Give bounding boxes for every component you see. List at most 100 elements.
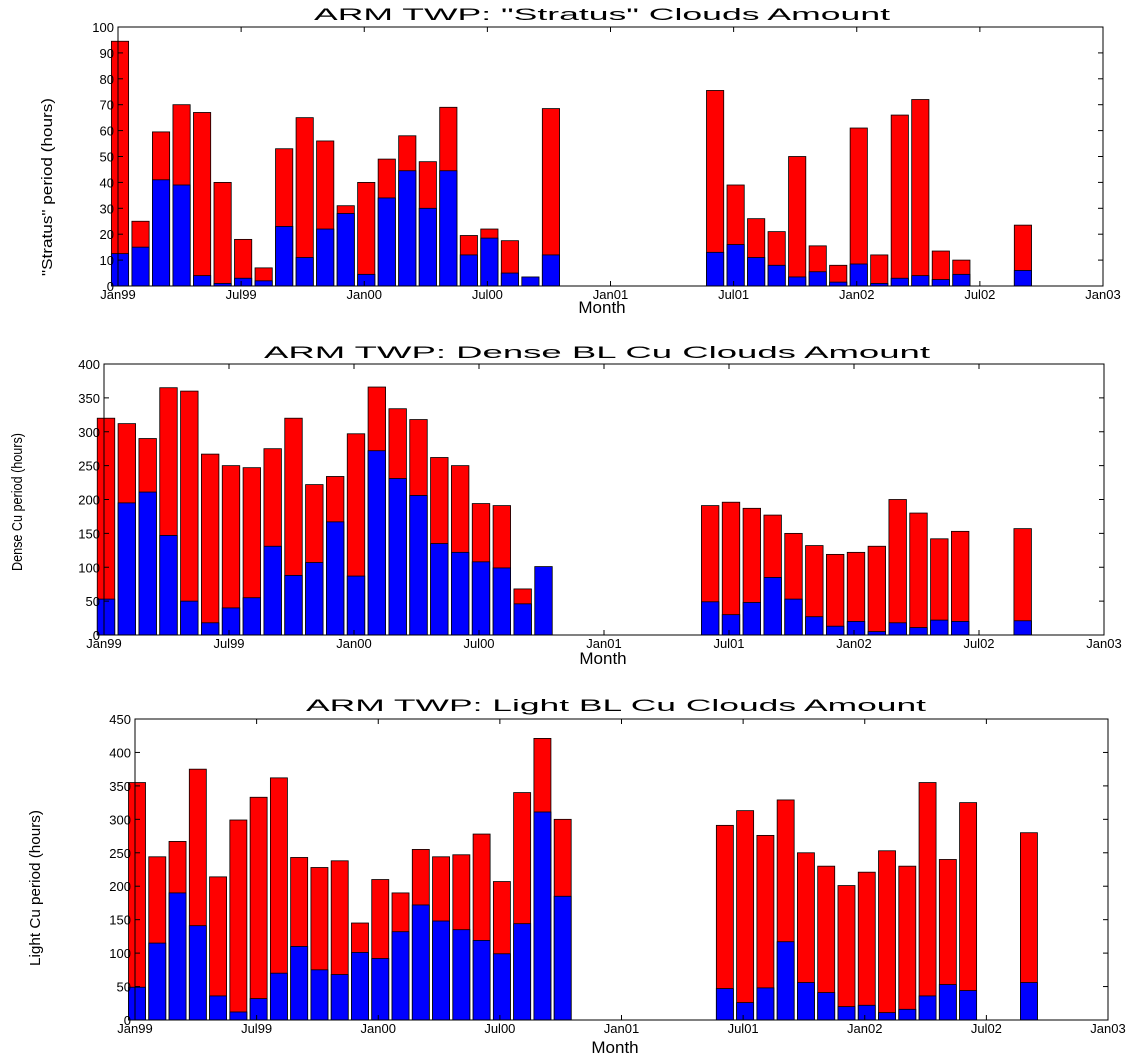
x-tick-label: Jul99 [226, 287, 257, 302]
bar-inner [432, 920, 450, 1021]
bar-inner [911, 275, 930, 287]
y-tick-label: 20 [100, 227, 114, 242]
y-tick-label: 100 [78, 560, 100, 575]
x-tick-label: Jul99 [213, 636, 244, 651]
y-axis-label: Dense Cu period (hours) [9, 433, 26, 571]
bar-inner [290, 946, 309, 1021]
bar-total [888, 499, 907, 636]
bar-inner [131, 246, 150, 287]
bar-inner [918, 995, 937, 1021]
x-tick-label: Jul01 [728, 1021, 759, 1036]
bar-inner [817, 992, 836, 1021]
y-tick-label: 100 [92, 20, 114, 35]
bar-total [857, 871, 876, 1021]
y-tick-label: 0 [107, 279, 114, 294]
y-tick-label: 350 [109, 779, 131, 794]
x-tick-label: Jan01 [604, 1021, 639, 1036]
bar-inner [788, 276, 807, 287]
bar-inner [336, 213, 355, 287]
bar-inner [898, 1008, 917, 1021]
x-tick-label: Jan01 [586, 636, 621, 651]
bar-inner [701, 601, 720, 636]
bar-inner [521, 276, 540, 287]
bar-inner [295, 257, 314, 287]
bar-inner [909, 627, 928, 636]
bar-total [788, 156, 807, 287]
bar-inner [409, 495, 428, 636]
bar-inner [1013, 620, 1032, 636]
bar-inner [826, 625, 845, 636]
bar-inner [742, 602, 761, 636]
bar-inner [784, 598, 803, 636]
chart-title: ARM TWP: Light BL Cu Clouds Amount [306, 696, 927, 715]
bar-inner [367, 450, 386, 636]
bar-inner [430, 543, 449, 636]
x-tick-label: Jul01 [713, 636, 744, 651]
chart-title: ARM TWP: Dense BL Cu Clouds Amount [264, 343, 931, 362]
x-axis-label: Month [578, 298, 625, 317]
x-tick-label: Jul01 [718, 287, 749, 302]
bar-inner [797, 982, 815, 1021]
bar-inner [346, 575, 366, 636]
y-tick-label: 250 [109, 846, 131, 861]
bar-inner [398, 170, 417, 287]
bar-inner [451, 551, 470, 636]
x-tick-label: Jan99 [117, 1021, 152, 1036]
bar-inner [284, 574, 303, 636]
bar-inner [439, 170, 458, 287]
bar-inner [878, 1012, 896, 1021]
plot-frame [117, 26, 1104, 287]
bar-inner [242, 597, 261, 636]
bar-inner [837, 1006, 856, 1021]
y-tick-label: 300 [109, 812, 131, 827]
x-tick-label: Jan02 [836, 636, 871, 651]
bar-total [180, 390, 199, 636]
bar-total [911, 99, 930, 287]
x-tick-label: Jul99 [241, 1021, 272, 1036]
bar-inner [736, 1002, 755, 1021]
y-tick-label: 150 [109, 913, 131, 928]
bar-inner [492, 953, 511, 1021]
bar-inner [959, 990, 978, 1021]
bar-inner [148, 942, 167, 1021]
y-tick-label: 80 [100, 72, 114, 87]
bar-inner [472, 940, 491, 1021]
bar-total [826, 553, 845, 636]
bar-total [193, 112, 212, 287]
bar-inner [767, 264, 786, 287]
bar-inner [888, 622, 907, 636]
bar-inner [357, 273, 376, 287]
y-tick-label: 0 [124, 1013, 131, 1028]
x-tick-label: Jan00 [347, 287, 382, 302]
bar-total [951, 530, 970, 636]
bar-inner [1020, 982, 1038, 1021]
x-tick-label: Jul02 [971, 1021, 1002, 1036]
y-tick-label: 10 [100, 253, 114, 268]
bar-inner [500, 272, 519, 287]
bar-total [1013, 528, 1032, 636]
bar-total [229, 819, 248, 1021]
y-tick-label: 400 [78, 357, 100, 372]
bar-inner [168, 892, 187, 1021]
bar-inner [471, 561, 491, 636]
bar-inner [706, 251, 725, 287]
bar-inner [326, 521, 345, 636]
bar-inner [249, 998, 268, 1021]
bar-total [867, 545, 886, 636]
bar-inner [391, 931, 410, 1021]
y-tick-label: 50 [86, 594, 100, 609]
bar-total [128, 782, 146, 1021]
bar-inner [492, 567, 511, 636]
y-tick-label: 100 [109, 946, 131, 961]
y-tick-label: 450 [109, 712, 131, 727]
bar-inner [388, 478, 407, 636]
bar-inner [172, 184, 191, 287]
bar-inner [209, 995, 228, 1021]
bar-inner [377, 197, 396, 287]
y-tick-label: 150 [78, 526, 100, 541]
x-tick-label: Jul00 [472, 287, 503, 302]
y-tick-label: 90 [100, 46, 114, 61]
y-tick-label: 200 [109, 879, 131, 894]
y-tick-label: 50 [117, 980, 131, 995]
bar-inner [747, 257, 766, 287]
